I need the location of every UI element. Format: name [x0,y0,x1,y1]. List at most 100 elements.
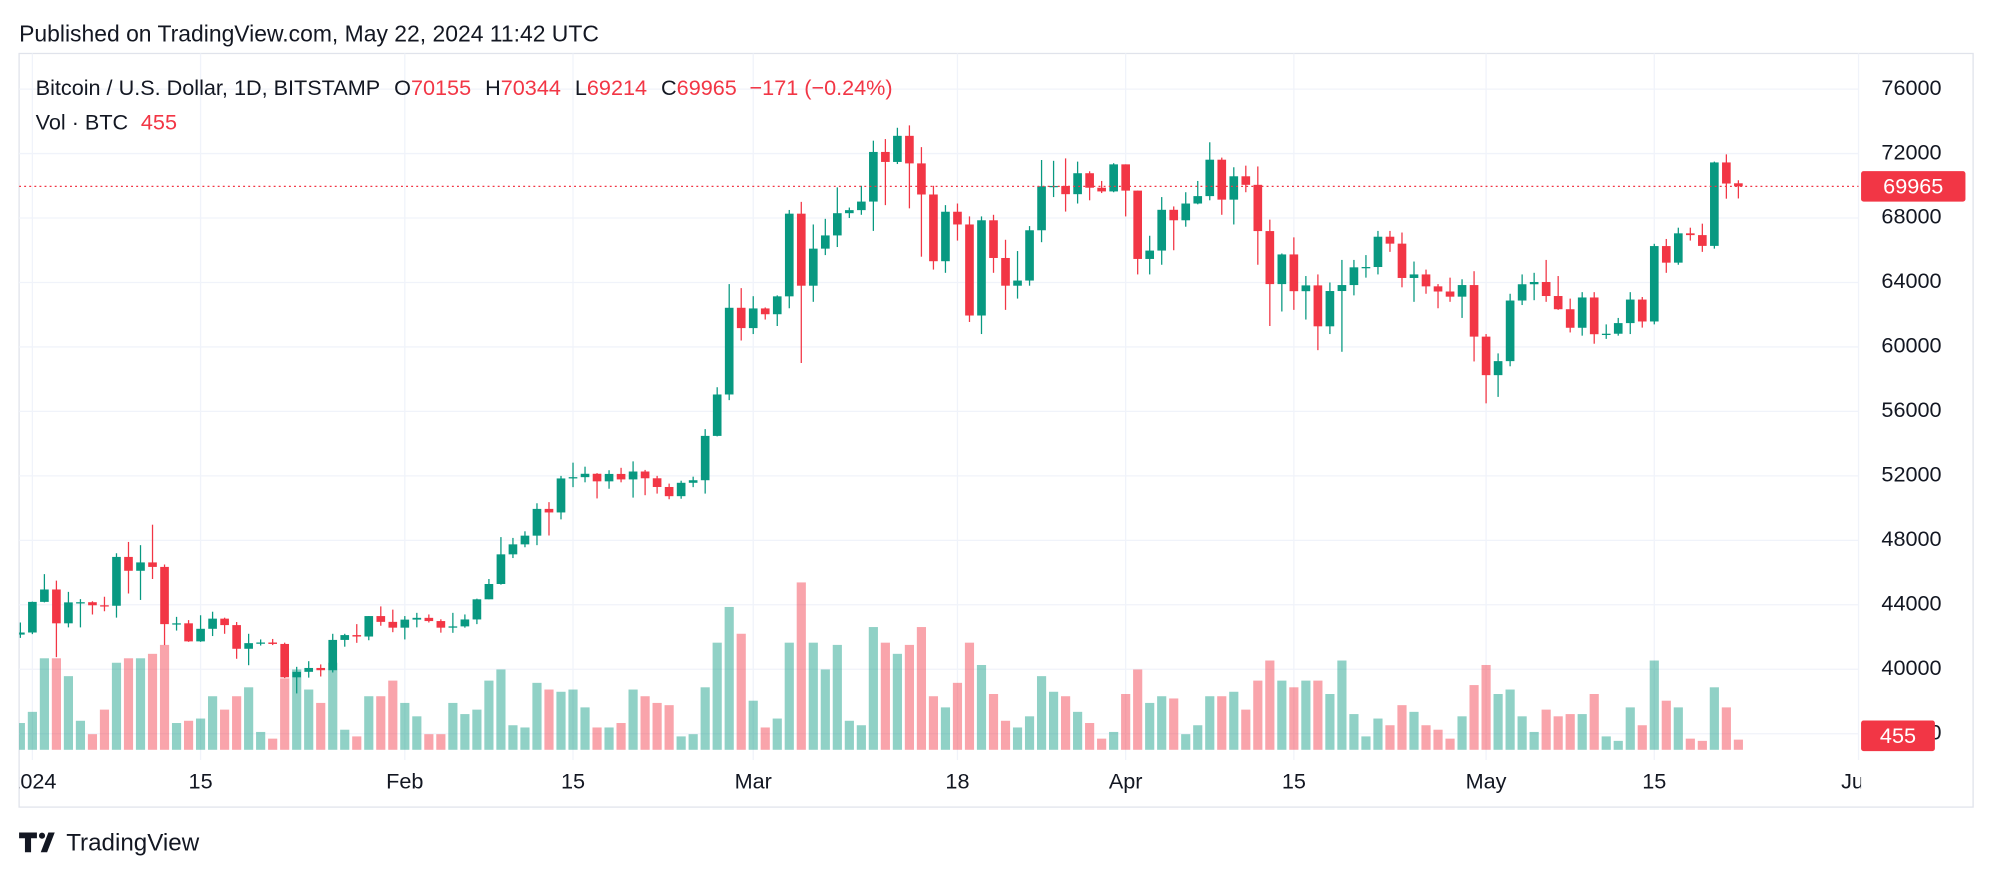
candle-body [929,194,938,262]
candle-body [1337,285,1347,292]
volume-bar [808,642,818,750]
volume-bar [1217,696,1227,750]
volume-bar [1061,696,1071,750]
candle-body [340,635,350,640]
volume-bar [147,653,158,750]
brand-logo [19,832,55,853]
volume-bar [700,687,710,750]
volume-bar [1481,664,1491,750]
candle-body [1121,164,1130,191]
candle-body [508,544,518,555]
candle-body [208,618,217,629]
candle-body [1217,159,1227,200]
volume-bar [1121,693,1131,750]
volume-bar [1048,691,1059,750]
volume-bar [1085,723,1095,750]
volume-bar [1229,691,1239,750]
volume-bar [159,644,170,750]
volume-bar [1685,738,1695,750]
volume-bar [1277,680,1287,750]
volume-bar [640,696,650,750]
volume-bar [1193,725,1203,750]
volume-bar [244,687,254,750]
candle-body [845,210,854,214]
candle-body [292,671,302,678]
price-pane [19,125,1859,694]
volume-bar [460,714,470,750]
candle-body [796,213,806,286]
candle-body [436,621,446,628]
candle-body [1349,267,1359,286]
volume-bar [352,736,362,750]
candle-body [1229,176,1239,200]
volume-bar [784,642,794,750]
volume-bar [724,606,734,750]
candle-body [136,562,145,571]
volume-bar [520,727,530,750]
x-tick-label: 18 [945,769,969,794]
candle-body [316,667,326,671]
volume-bar [1541,709,1551,750]
candle-body [1301,285,1311,292]
volume-bar [688,734,698,750]
volume-bar [1469,685,1479,750]
candle-body [1013,280,1022,286]
volume-bar [1637,725,1647,750]
volume-bar [87,734,98,750]
volume-bar [1349,714,1359,750]
candle-body [28,601,37,633]
candle-body [364,616,374,637]
volume-bar [1253,680,1263,750]
y-tick-label: 68000 [1881,204,1941,229]
logo-t [19,832,37,853]
candle-body [472,599,482,620]
volume-bar [1157,696,1167,750]
candle-body [400,619,410,628]
candle-body [448,626,458,628]
candle-body [484,583,494,600]
last-volume-label: 455 [1880,723,1916,748]
candle-body [1385,236,1395,244]
volume-bar [183,720,194,750]
x-tick-label: 15 [1642,769,1666,794]
candle-body [1157,209,1167,251]
candle-body [1493,361,1503,376]
volume-bar [1505,689,1515,750]
volume-bar [328,662,338,750]
candle-body [712,394,722,436]
volume-bar [376,696,386,750]
legend-item: 69214 [587,75,647,100]
volume-bar [1529,731,1539,750]
candle-body [184,623,193,642]
candle-body [196,628,205,642]
candle-body [556,478,566,513]
volume-bar [256,731,266,750]
volume-bar [844,720,854,750]
candle-body [724,307,734,395]
volume-bar [1697,740,1707,750]
candle-body [1001,257,1010,286]
volume-bar [171,723,182,750]
volume-bar [1613,740,1623,750]
candle-body [352,635,362,637]
candle-body [989,220,998,258]
candle-body [616,473,626,480]
volume-bar [1733,739,1743,750]
volume-bar [1517,716,1527,750]
candle-body [1085,173,1094,188]
volume-bar [1313,680,1323,750]
candle-body [1061,185,1070,195]
candle-body [881,151,890,162]
y-tick-label: 72000 [1881,139,1941,164]
candle-body [1469,285,1479,337]
volume-bar [292,669,302,750]
candle-body [857,201,866,211]
candle-body [1529,281,1539,285]
x-tick-label: Mar [735,769,772,794]
volume-bar [280,678,290,750]
volume-bar [1036,676,1047,750]
candle-body [544,508,554,513]
candle-body [1734,183,1743,187]
legend-item: −171 (−0.24%) [750,75,893,100]
